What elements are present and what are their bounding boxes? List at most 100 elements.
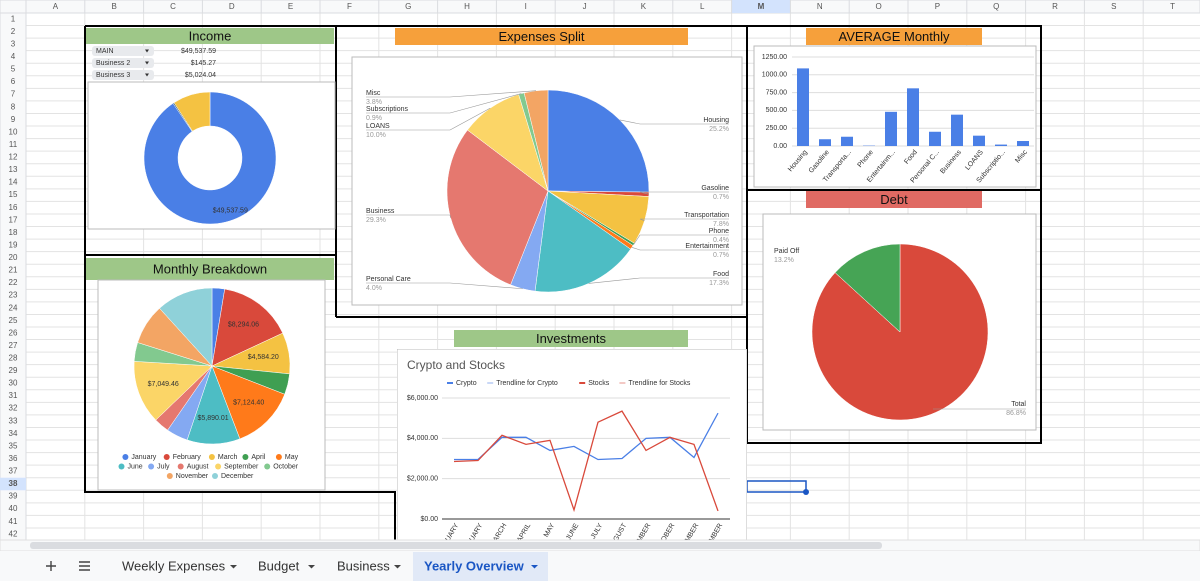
column-header: H	[464, 2, 470, 11]
slice-percent: 86.8%	[1006, 410, 1026, 417]
row-header: 14	[9, 178, 18, 187]
slice-percent: 0.9%	[366, 115, 382, 122]
legend-label: September	[224, 463, 259, 470]
header-title: AVERAGE Monthly	[838, 29, 950, 44]
row-header: 41	[9, 517, 18, 526]
column-header: B	[112, 2, 117, 11]
sheet-tab[interactable]: Yearly Overview	[424, 558, 525, 573]
slice-name: Transportation	[684, 212, 729, 219]
leader-line	[366, 282, 523, 290]
column-header: F	[347, 2, 352, 11]
column-header: C	[170, 2, 176, 11]
row-header: 29	[9, 366, 18, 375]
active-tab-bg	[413, 552, 548, 581]
leader-line	[366, 90, 537, 98]
legend-swatch	[163, 454, 170, 460]
tab-bar	[0, 551, 1200, 581]
header-title: Debt	[880, 192, 908, 207]
scrollbar-thumb[interactable]	[30, 542, 882, 549]
row-header: 17	[9, 215, 18, 224]
row-header: 19	[9, 240, 18, 249]
column-header: R	[1052, 2, 1058, 11]
row-header: 9	[11, 115, 16, 124]
tab-dropdown[interactable]	[230, 565, 237, 569]
row-header: 11	[9, 140, 18, 149]
slice-percent: 0.7%	[713, 194, 729, 201]
sheet-tab[interactable]: Weekly Expenses	[122, 558, 226, 573]
legend-swatch	[166, 473, 173, 479]
all-sheets-button[interactable]	[79, 561, 90, 571]
legend-label: Crypto	[456, 380, 477, 387]
bar	[951, 114, 963, 146]
bar	[885, 111, 897, 146]
income-amount: $5,024.04	[185, 72, 216, 79]
row-header: 40	[9, 504, 18, 513]
leader-line	[588, 277, 729, 284]
legend-swatch	[177, 463, 184, 470]
income-name: MAIN	[96, 48, 114, 55]
slice-name: Business	[366, 208, 395, 215]
slice-percent: 0.7%	[713, 252, 729, 259]
selection-handle	[803, 489, 809, 495]
dropdown-arrow	[145, 49, 149, 53]
dropdown-chip[interactable]	[92, 46, 154, 56]
bar	[841, 136, 853, 146]
bar	[1017, 141, 1029, 146]
column-header: Q	[993, 2, 999, 11]
row-header: 31	[9, 391, 18, 400]
slice-percent: 3.8%	[366, 99, 382, 106]
slice-name: Misc	[366, 90, 381, 97]
legend-label: November	[176, 473, 209, 480]
column-header: K	[641, 2, 647, 11]
row-header: 32	[9, 404, 18, 413]
slice-label: $7,049.46	[148, 381, 179, 388]
pie-slice	[534, 190, 631, 293]
column-header: I	[525, 2, 527, 11]
dropdown-arrow	[145, 61, 149, 65]
bar	[907, 88, 919, 146]
dropdown-chip[interactable]	[92, 70, 154, 80]
tab-dropdown[interactable]	[394, 565, 401, 569]
tab-dropdown[interactable]	[531, 565, 538, 569]
legend-label: October	[273, 463, 299, 470]
slice-percent: 25.2%	[709, 126, 729, 133]
legend-label: December	[221, 473, 254, 480]
y-tick-label: 500.00	[766, 107, 788, 114]
leader-line	[639, 191, 729, 195]
slice-label: $49,537.59	[213, 208, 248, 215]
add-sheet-button[interactable]	[46, 561, 56, 571]
row-header: 21	[9, 266, 18, 275]
row-header: 39	[9, 492, 18, 501]
header-banner	[86, 258, 334, 280]
sheet-tab[interactable]: Business	[337, 558, 390, 573]
leader-line	[366, 107, 491, 131]
legend-label: February	[173, 454, 202, 461]
pie-slice	[133, 361, 213, 421]
legend-swatch	[148, 463, 155, 470]
slice-percent: 17.3%	[709, 280, 729, 287]
column-header: S	[1111, 2, 1116, 11]
header-title: Income	[189, 28, 232, 43]
line-series	[453, 410, 719, 513]
row-header: 10	[9, 127, 18, 136]
row-header: 12	[9, 153, 18, 162]
row-header: 23	[9, 291, 18, 300]
tab-dropdown[interactable]	[308, 565, 315, 569]
slice-name: Food	[713, 271, 729, 278]
row-header: 2	[11, 27, 16, 36]
slice-percent: 7.8%	[713, 221, 729, 228]
row-header: 13	[9, 165, 18, 174]
row-header: 15	[9, 190, 18, 199]
row-header: 42	[9, 529, 18, 538]
legend-label: July	[157, 463, 170, 470]
y-tick-label: $6,000.00	[407, 395, 438, 402]
row-header: 5	[11, 65, 16, 74]
dropdown-chip[interactable]	[92, 58, 154, 68]
legend-label: January	[131, 454, 156, 461]
line-chart: Crypto and Stocks $0.00 $2,000.00 $4,000.00…	[397, 349, 747, 540]
row-header: 22	[9, 278, 18, 287]
legend-label: May	[285, 454, 299, 461]
bar	[819, 139, 831, 146]
sheet-tab[interactable]: Budget	[258, 558, 300, 573]
